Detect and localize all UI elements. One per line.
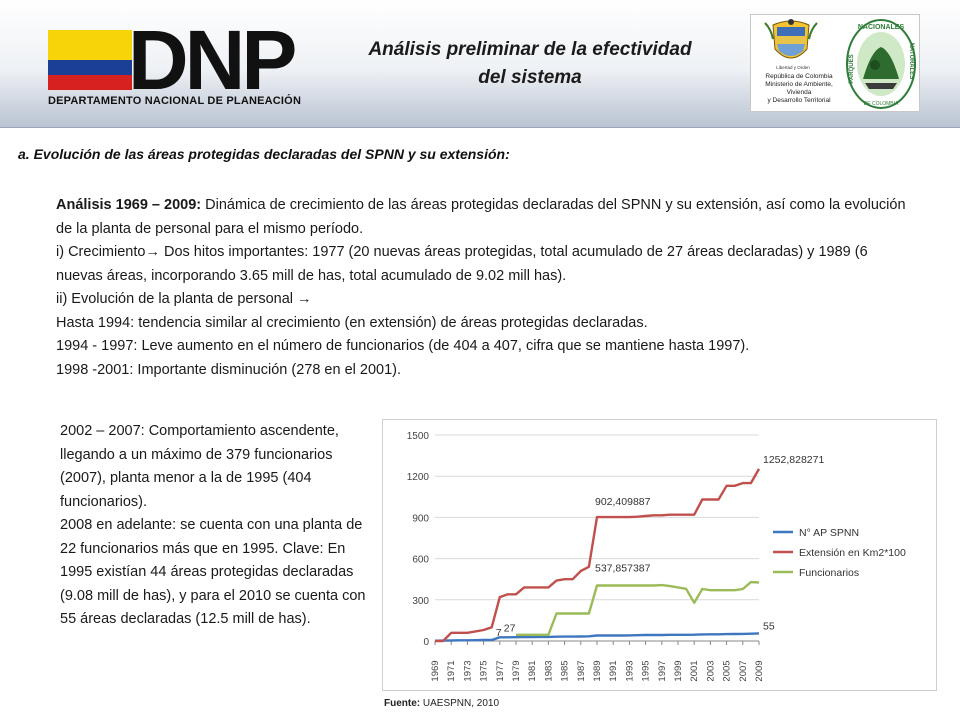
y-tick-label: 0 (423, 637, 429, 648)
parks-right-label: NATURALES (908, 43, 914, 80)
x-tick-label: 1989 (592, 660, 603, 681)
legend-label: Funcionarios (799, 567, 859, 579)
y-tick-label: 300 (412, 596, 429, 607)
growth-paragraph: i) Crecimiento→ Dos hitos importantes: 1… (56, 241, 906, 288)
source-note: Fuente: UAESPNN, 2010 (384, 698, 499, 709)
page-title-line-1: Análisis preliminar de la efectividad (368, 39, 692, 60)
colombia-coat-of-arms-icon (764, 19, 818, 59)
analysis-period-label: Análisis 1969 – 2009: (56, 197, 202, 213)
data-label: 27 (504, 622, 516, 634)
ministry-caption-line-3: y Desarrollo Territorial (767, 97, 831, 104)
analysis-paragraph-1: Análisis 1969 – 2009: Dinámica de crecim… (56, 194, 906, 241)
data-label: 7 (496, 627, 502, 639)
data-label: 902,409887 (595, 496, 651, 508)
x-tick-label: 2009 (754, 660, 765, 681)
x-tick-label: 1987 (576, 660, 587, 681)
crest-motto: Libertad y Orden (776, 65, 810, 70)
x-tick-label: 1969 (430, 660, 441, 681)
series-line-0 (434, 632, 760, 642)
parks-bottom-label: DE COLOMBIA (864, 101, 899, 107)
data-label: 1252,828271 (763, 454, 824, 466)
arrow-right-icon: → (145, 244, 160, 260)
x-tick-label: 1991 (608, 660, 619, 681)
x-tick-label: 1975 (479, 660, 490, 681)
x-tick-label: 1973 (462, 660, 473, 681)
x-tick-label: 1997 (657, 660, 668, 681)
arrow-right-icon: → (297, 291, 312, 307)
analysis-text: Análisis 1969 – 2009: Dinámica de crecim… (56, 194, 906, 382)
parks-left-label: PARQUES (849, 54, 855, 83)
source-label: Fuente: (384, 698, 421, 709)
ministry-caption: República de Colombia Ministerio de Ambi… (753, 73, 845, 105)
legend-label: N° AP SPNN (799, 527, 859, 539)
colombia-flag-icon (48, 30, 132, 90)
x-tick-label: 1979 (511, 660, 522, 681)
x-tick-label: 1993 (624, 660, 635, 681)
parks-top-label: NACIONALES (858, 24, 905, 31)
chart-container: 0 300 600 900 1200 1500 1969 1971 1973 1975 1977 19… (382, 419, 937, 691)
institutional-logos: Libertad y Orden República de Colombia M… (750, 14, 920, 112)
staff-heading: ii) Evolución de la planta de personal → (56, 288, 906, 312)
page-title-line-2: del sistema (478, 67, 582, 88)
staff-paragraph-1997: 1994 - 1997: Leve aumento en el número d… (56, 338, 750, 354)
x-tick-label: 1985 (560, 660, 571, 681)
y-tick-label: 600 (412, 555, 429, 566)
line-chart: 0 300 600 900 1200 1500 1969 1971 1973 1975 1977 19… (407, 431, 906, 682)
series-line-1 (435, 468, 761, 643)
x-tick-label: 2005 (722, 660, 733, 681)
section-heading: a. Evolución de las áreas protegidas dec… (18, 146, 510, 162)
growth-label: i) Crecimiento (56, 244, 146, 260)
y-tick-label: 1500 (407, 431, 430, 442)
header-banner: DNP DEPARTAMENTO NACIONAL DE PLANEACIÓN … (0, 0, 960, 128)
staff-paragraph-2001: 1998 -2001: Importante disminución (278 … (56, 361, 401, 378)
y-tick-label: 1200 (407, 472, 430, 483)
analysis-intro: Dinámica de crecimiento de las áreas pro… (56, 197, 906, 237)
side-text: 2002 – 2007: Comportamiento ascendente, … (60, 420, 370, 632)
source-value: UAESPNN, 2010 (420, 698, 500, 709)
data-label: 537,857387 (595, 563, 651, 575)
growth-text: Dos hitos importantes: 1977 (20 nuevas á… (56, 244, 868, 284)
x-tick-label: 1977 (495, 660, 506, 681)
side-paragraph-2002: 2002 – 2007: Comportamiento ascendente, … (60, 423, 339, 510)
x-tick-label: 1999 (673, 660, 684, 681)
data-label: 55 (763, 620, 775, 632)
x-tick-label: 2003 (705, 660, 716, 681)
series-line-2 (516, 580, 760, 636)
x-tick-label: 2001 (689, 660, 700, 681)
ministry-caption-line-2: Ministerio de Ambiente, Vivienda (765, 81, 833, 96)
dnp-logo-subtitle: DEPARTAMENTO NACIONAL DE PLANEACIÓN (48, 95, 302, 107)
page-title: Análisis preliminar de la efectividad de… (330, 36, 730, 92)
staff-label: ii) Evolución de la planta de personal (56, 291, 293, 307)
dnp-logo: DNP (128, 13, 297, 107)
x-tick-label: 2007 (738, 660, 749, 681)
ministry-caption-line-1: República de Colombia (765, 73, 833, 80)
y-tick-label: 900 (412, 513, 429, 524)
side-paragraph-2008: 2008 en adelante: se cuenta con una plan… (60, 517, 366, 627)
x-tick-label: 1983 (543, 660, 554, 681)
x-tick-label: 1981 (527, 660, 538, 681)
staff-paragraph-1994: Hasta 1994: tendencia similar al crecimi… (56, 314, 648, 331)
x-tick-label: 1971 (446, 660, 457, 681)
legend-label: Extensión en Km2*100 (799, 547, 906, 559)
x-tick-label: 1995 (641, 660, 652, 681)
parques-nacionales-logo-icon: NACIONALES PARQUES NATURALES DE COLOMBIA (846, 19, 916, 109)
